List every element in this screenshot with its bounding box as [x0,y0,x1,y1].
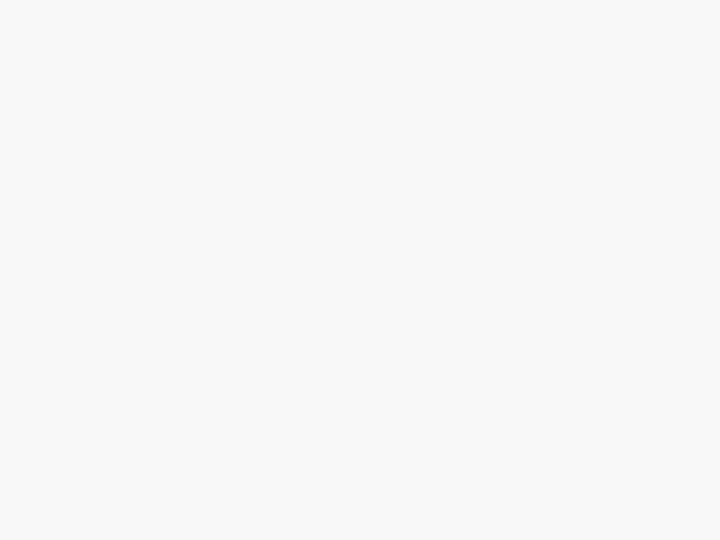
Text: incontinence due to loss of anal sphincter tone): incontinence due to loss of anal sphinct… [66,293,523,312]
Text: -saddle anesthesia (most common sensory deficit): -saddle anesthesia (most common sensory … [66,387,539,405]
Circle shape [557,222,585,244]
Text: Clinical Features: Clinical Features [70,37,333,69]
Text: dermatomes: dermatomes [66,518,190,536]
Text: S4: S4 [681,200,692,209]
Text: S5: S5 [681,219,692,228]
Text: sensory: sensory [66,342,149,361]
Text: -bilateral sensory loss or pain: involving multiple: -bilateral sensory loss or pain: involvi… [66,474,529,492]
Text: S2: S2 [586,263,597,272]
Text: -weakness/paraparesis in multiple root distribution: -weakness/paraparesis in multiple root d… [66,161,552,180]
Text: -sphincter disturbance (urinary retention and fecal: -sphincter disturbance (urinary retentio… [66,249,549,268]
Text: -reduced deep tendon reflexes (knee and ankle): -reduced deep tendon reflexes (knee and … [66,206,518,224]
Text: ↳: ↳ [28,118,47,138]
Text: -pain in back radiating to legs, crossed straight leg test: -pain in back radiating to legs, crossed… [66,430,591,448]
Text: S3: S3 [681,181,692,190]
Text: motor (LMN signs): motor (LMN signs) [66,118,274,136]
Text: ↳: ↳ [28,342,47,362]
Ellipse shape [541,206,600,260]
Text: S2: S2 [539,263,549,272]
